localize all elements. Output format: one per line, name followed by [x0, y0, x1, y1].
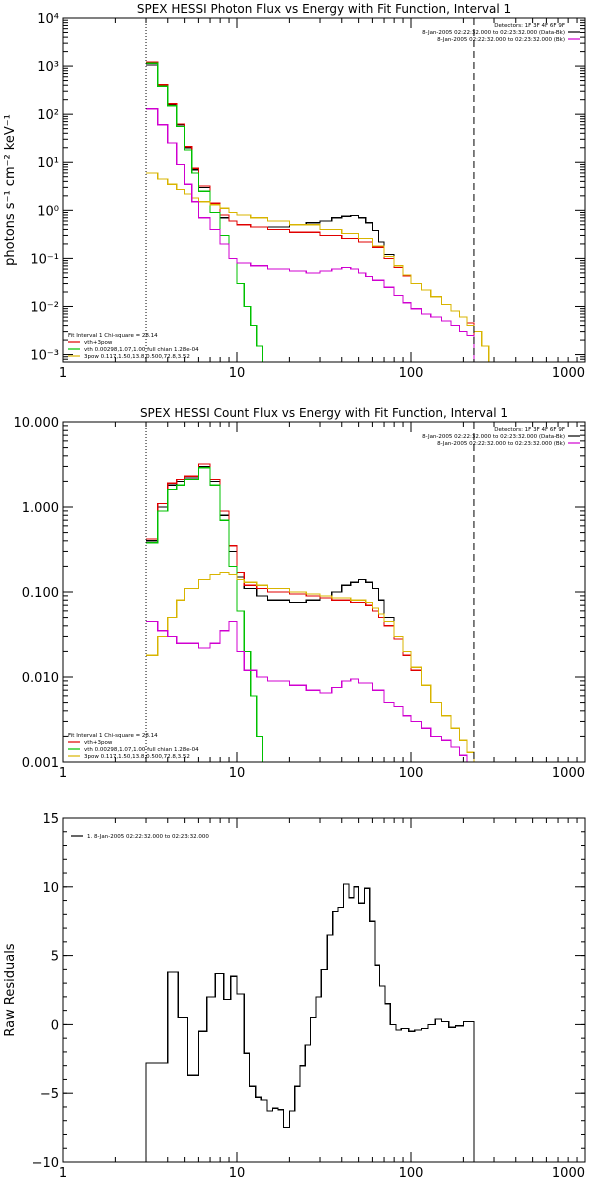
x-tick-label: 100 — [399, 366, 424, 381]
y-tick-label: 0.100 — [22, 586, 59, 601]
y-tick-label: 10³ — [37, 60, 59, 75]
y-tick-label: 1.000 — [22, 501, 59, 516]
x-tick-label: 1000 — [552, 366, 585, 381]
series-group — [146, 463, 475, 762]
y-tick-label: 10.000 — [14, 416, 60, 431]
series-line-1 — [146, 64, 475, 362]
series-line-1 — [146, 465, 475, 762]
legend-entry-text: 3pow 0.117,1.50,13.8,0.500,72.8,3.52 — [84, 754, 190, 760]
x-tick-label: 10 — [229, 766, 246, 781]
series-line-2 — [146, 463, 475, 762]
y-tick-label: 0.001 — [22, 756, 59, 771]
legend-entry-text: Fit Interval 1 Chi-square = 28.14 — [68, 333, 158, 339]
legend-entry-text: Detectors: 1F 3F 4F 6F 9F — [494, 427, 565, 433]
y-tick-label: 0.010 — [22, 671, 59, 686]
series-line-1 — [145, 883, 475, 1162]
y-tick-label: 10⁻² — [30, 300, 59, 315]
chart-title: SPEX HESSI Count Flux vs Energy with Fit… — [140, 406, 508, 420]
y-tick-label: 5 — [51, 950, 59, 965]
legend-entry-text: Fit Interval 1 Chi-square = 28.14 — [68, 733, 158, 739]
x-tick-label: 100 — [399, 1166, 424, 1181]
legend-entry-text: vth+3pow — [84, 740, 113, 746]
y-tick-label: 10 — [42, 881, 59, 896]
y-tick-label: −5 — [40, 1087, 59, 1102]
y-tick-label: 0 — [51, 1018, 59, 1033]
x-tick-label: 1000 — [552, 766, 585, 781]
series-group — [146, 61, 490, 362]
x-tick-label: 1 — [59, 366, 67, 381]
x-tick-label: 1 — [59, 766, 67, 781]
legend-entry-text: 8-Jan-2005 02:22:32.000 to 02:23:32.000 … — [422, 434, 565, 440]
x-tick-label: 1 — [59, 1166, 67, 1181]
plot-frame — [62, 817, 586, 1163]
y-tick-label: 10² — [37, 108, 59, 123]
y-tick-label: 15 — [42, 812, 59, 827]
legend-entry-text: 1. 8-Jan-2005 02:22:32.000 to 02:23:32.0… — [87, 834, 209, 840]
y-tick-label: 10⁻¹ — [30, 252, 59, 267]
legend-top-left: 1. 8-Jan-2005 02:22:32.000 to 02:23:32.0… — [71, 834, 209, 840]
series-group — [145, 883, 475, 1162]
series-line-5 — [146, 620, 474, 762]
chart-panel-2: SPEX HESSI Count Flux vs Energy with Fit… — [14, 406, 586, 781]
legend-top-right: Detectors: 1F 3F 4F 6F 9F8-Jan-2005 02:2… — [422, 427, 580, 447]
chart-panel-3: 1 10 100 1000 −10 −5 0 5 10 15 Raw Residuals 1. 8-J… — [3, 812, 586, 1181]
legend-bottom-left: Fit Interval 1 Chi-square = 28.14vth+3po… — [68, 733, 199, 760]
y-axis-label: Raw Residuals — [3, 943, 18, 1036]
legend-entry-text: 8-Jan-2005 02:22:32.000 to 02:23:32.000 … — [437, 37, 565, 43]
x-tick-label: 100 — [399, 766, 424, 781]
x-tick-label: 10 — [229, 1166, 246, 1181]
series-line-4 — [146, 571, 475, 762]
legend-entry-text: vth 0.00298,1.07,1.00 full chian 1.28e-0… — [84, 747, 199, 753]
series-line-3 — [146, 62, 263, 362]
legend-entry-text: 3pow 0.117,1.50,13.8,0.500,72.8,3.52 — [84, 354, 190, 360]
y-tick-label: −10 — [32, 1156, 59, 1171]
y-tick-label: 10⁻³ — [30, 349, 59, 364]
legend-entry-text: 8-Jan-2005 02:22:32.000 to 02:23:32.000 … — [437, 441, 565, 447]
plot-frame — [62, 17, 586, 363]
legend-entry-text: vth+3pow — [84, 340, 113, 346]
chart-title: SPEX HESSI Photon Flux vs Energy with Fi… — [137, 2, 511, 16]
chart-panel-1: SPEX HESSI Photon Flux vs Energy with Fi… — [3, 2, 586, 381]
x-tick-label: 1000 — [552, 1166, 585, 1181]
legend-entry-text: vth 0.00298,1.07,1.00 full chian 1.28e-0… — [84, 347, 199, 353]
series-line-5 — [146, 108, 475, 362]
series-line-2 — [146, 61, 475, 362]
legend-entry-text: 8-Jan-2005 02:22:32.000 to 02:23:32.000 … — [422, 30, 565, 36]
y-tick-label: 10⁴ — [37, 12, 59, 27]
x-tick-label: 10 — [229, 366, 246, 381]
y-axis-label: photons s⁻¹ cm⁻² keV⁻¹ — [3, 114, 18, 266]
y-tick-label: 10¹ — [37, 156, 59, 171]
legend-top-right: Detectors: 1F 3F 4F 6F 9F8-Jan-2005 02:2… — [422, 23, 580, 43]
plot-frame — [62, 421, 586, 763]
legend-bottom-left: Fit Interval 1 Chi-square = 28.14vth+3po… — [68, 333, 199, 360]
y-tick-label: 10⁰ — [37, 204, 59, 219]
series-line-3 — [146, 467, 263, 762]
legend-entry-text: Detectors: 1F 3F 4F 6F 9F — [494, 23, 565, 29]
